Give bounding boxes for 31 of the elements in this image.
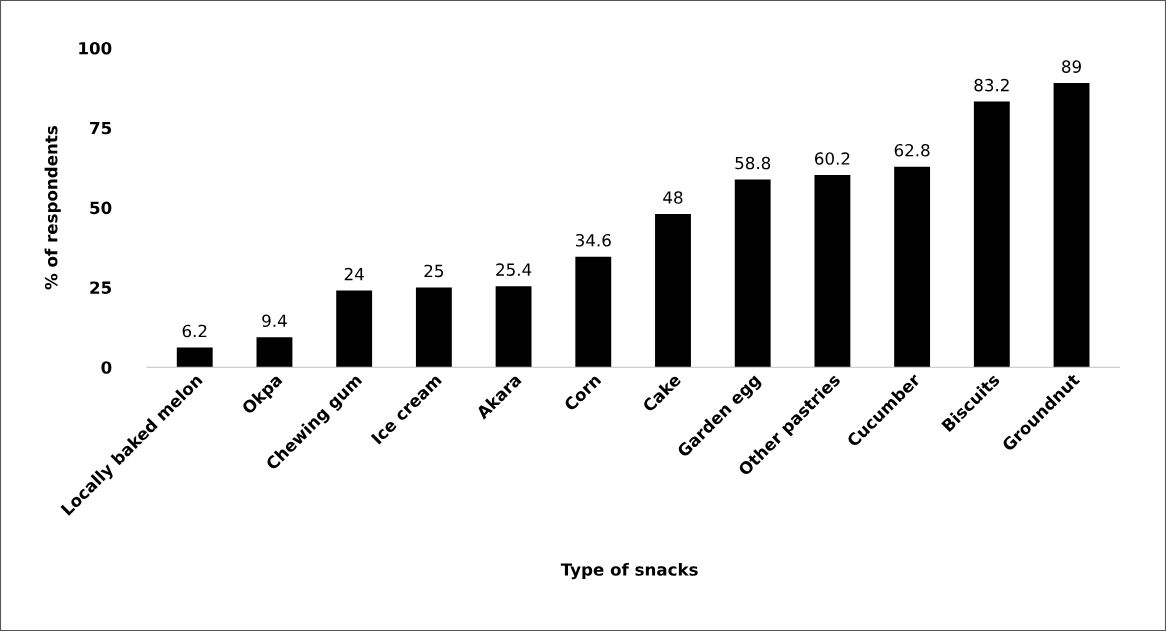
y-tick-label: 0 <box>101 361 112 374</box>
data-label: 34.6 <box>576 233 611 247</box>
data-label: 25.4 <box>496 263 532 276</box>
data-label: 24 <box>344 267 364 281</box>
x-axis-title: Type of snacks <box>560 562 698 580</box>
bar <box>973 101 1010 368</box>
data-label: 6.2 <box>182 324 207 338</box>
data-label: 60.2 <box>815 152 850 165</box>
bar <box>336 290 373 368</box>
data-label: 25 <box>424 264 444 278</box>
y-axis-title: % of respondents <box>44 126 61 290</box>
data-label: 62.8 <box>894 143 930 157</box>
bar <box>894 166 931 368</box>
data-label: 58.8 <box>735 156 771 170</box>
data-label: 9.4 <box>262 314 287 328</box>
bar <box>655 213 691 368</box>
bar <box>1053 83 1090 368</box>
y-tick-label: 25 <box>90 281 112 294</box>
bar <box>415 287 452 368</box>
bar <box>495 286 532 368</box>
bar <box>176 347 213 368</box>
data-label: 89 <box>1062 60 1081 73</box>
y-tick-label: 75 <box>90 121 112 135</box>
y-tick-label: 100 <box>79 41 112 55</box>
y-tick-label: 50 <box>90 201 112 215</box>
data-label: 48 <box>663 191 683 204</box>
data-label: 83.2 <box>974 78 1009 92</box>
bar <box>734 179 771 368</box>
bar <box>256 337 293 368</box>
bar <box>575 256 612 368</box>
bar <box>814 175 851 368</box>
